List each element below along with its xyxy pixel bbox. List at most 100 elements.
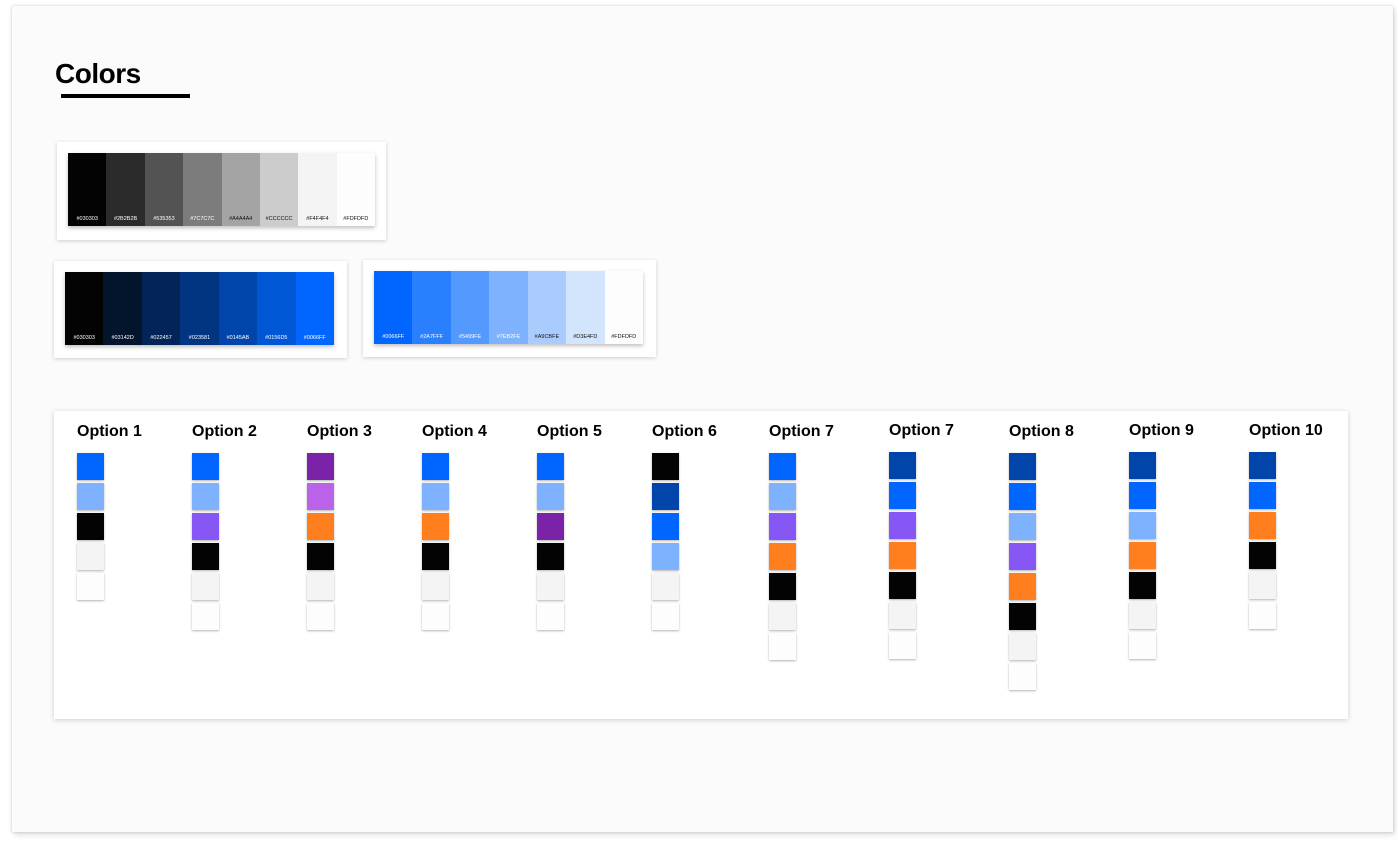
option-swatch [422, 483, 449, 510]
option-swatch [307, 543, 334, 570]
option-swatch [1009, 543, 1036, 570]
palette-card-blue-shades: #030303 #03142D #022457 #023581 #0145AB #0156… [54, 261, 347, 358]
option-swatch [769, 603, 796, 630]
palette-swatch: #0145AB [218, 272, 258, 345]
option-swatch [77, 513, 104, 540]
palette-card-blue-tints: #0066FF #2A7FFF #5499FE #7EB2FE #A9CBFE #D3E4… [363, 260, 656, 357]
swatch-hex-label: #023581 [188, 335, 211, 341]
option-swatch [889, 512, 916, 539]
option-swatch [77, 573, 104, 600]
palette-swatch: #022457 [141, 272, 181, 345]
page-title: Colors [55, 58, 141, 89]
option-swatch [1129, 572, 1156, 599]
option-swatch [652, 603, 679, 630]
palette-swatch: #7C7C7C [183, 153, 222, 226]
swatch-hex-label: #D3E4FD [573, 334, 598, 340]
palette-swatch: #2B2B2B [106, 153, 145, 226]
option-swatch [537, 453, 564, 480]
option-swatch [77, 453, 104, 480]
option-swatch [1129, 632, 1156, 659]
swatch-hex-label: #7EB2FE [496, 334, 521, 340]
option-swatch [1009, 633, 1036, 660]
swatch-hex-label: #0066FF [303, 335, 326, 341]
option-swatch [652, 543, 679, 570]
palette-swatch: #A9CBFE [527, 271, 567, 344]
swatch-hex-label: #535353 [153, 216, 175, 222]
option-swatch [889, 602, 916, 629]
option-swatch [889, 452, 916, 479]
option-swatch [77, 483, 104, 510]
palette-strip-blue-shades: #030303 #03142D #022457 #023581 #0145AB #0156… [65, 272, 334, 345]
option-swatch [537, 603, 564, 630]
swatch-hex-label: #030303 [73, 335, 95, 341]
option-swatch [1249, 482, 1276, 509]
swatch-hex-label: #022457 [150, 335, 172, 341]
option-swatch [192, 603, 219, 630]
option-swatch [1129, 512, 1156, 539]
option-title: Option 6 [652, 423, 717, 440]
option-swatch [422, 513, 449, 540]
palette-swatch: #030303 [65, 272, 104, 345]
option-title: Option 1 [77, 423, 142, 440]
swatch-hex-label: #F4F4F4 [306, 216, 329, 222]
option-swatch [889, 572, 916, 599]
option-swatch [1009, 453, 1036, 480]
option-swatch [422, 603, 449, 630]
swatch-hex-label: #0066FF [382, 334, 405, 340]
option-swatch [192, 513, 219, 540]
option-swatch [307, 483, 334, 510]
option-title: Option 8 [1009, 423, 1074, 440]
option-swatch [537, 513, 564, 540]
option-swatch [192, 543, 219, 570]
swatch-hex-label: #5499FE [458, 334, 482, 340]
option-title: Option 4 [422, 423, 487, 440]
palette-swatch: #A4A4A4 [221, 153, 260, 226]
swatch-hex-label: #03142D [111, 335, 134, 341]
option-swatch [422, 573, 449, 600]
swatch-hex-label: #FDFDFD [611, 334, 637, 340]
option-swatch [1249, 452, 1276, 479]
palette-swatch: #FDFDFD [604, 271, 643, 344]
swatch-hex-label: #CCCCCC [265, 216, 293, 222]
palette-swatch: #030303 [68, 153, 107, 226]
option-swatch [769, 633, 796, 660]
palette-swatch: #FDFDFD [336, 153, 375, 226]
option-swatch [889, 632, 916, 659]
swatch-hex-label: #A9CBFE [534, 334, 560, 340]
palette-swatch: #F4F4F4 [298, 153, 337, 226]
option-swatch [1249, 572, 1276, 599]
option-swatch [1009, 603, 1036, 630]
option-swatch [1129, 542, 1156, 569]
palette-swatch: #2A7FFF [412, 271, 451, 344]
option-swatch [769, 453, 796, 480]
option-swatch [1009, 513, 1036, 540]
palette-swatch: #03142D [103, 272, 142, 345]
option-swatch [537, 543, 564, 570]
option-swatch [77, 543, 104, 570]
palette-swatch: #0066FF [295, 272, 334, 345]
option-swatch [769, 483, 796, 510]
option-swatch [192, 573, 219, 600]
option-title: Option 10 [1249, 422, 1323, 439]
swatch-hex-label: #2A7FFF [420, 334, 444, 340]
option-swatch [1249, 602, 1276, 629]
option-swatch [307, 603, 334, 630]
palette-swatch: #0066FF [374, 271, 413, 344]
option-swatch [307, 573, 334, 600]
option-title: Option 5 [537, 423, 602, 440]
palette-swatch: #D3E4FD [566, 271, 605, 344]
option-title: Option 7 [769, 423, 834, 440]
swatch-hex-label: #2B2B2B [113, 216, 138, 222]
option-swatch [1129, 452, 1156, 479]
palette-swatch: #0156D5 [257, 272, 296, 345]
option-swatch [422, 453, 449, 480]
option-swatch [1249, 512, 1276, 539]
option-swatch [422, 543, 449, 570]
swatch-hex-label: #0145AB [226, 335, 250, 341]
option-swatch [1129, 602, 1156, 629]
swatch-hex-label: #7C7C7C [190, 216, 215, 222]
palette-strip-blue-tints: #0066FF #2A7FFF #5499FE #7EB2FE #A9CBFE #D3E4… [374, 271, 643, 344]
option-title: Option 9 [1129, 422, 1194, 439]
option-swatch [307, 453, 334, 480]
option-swatch [1249, 542, 1276, 569]
